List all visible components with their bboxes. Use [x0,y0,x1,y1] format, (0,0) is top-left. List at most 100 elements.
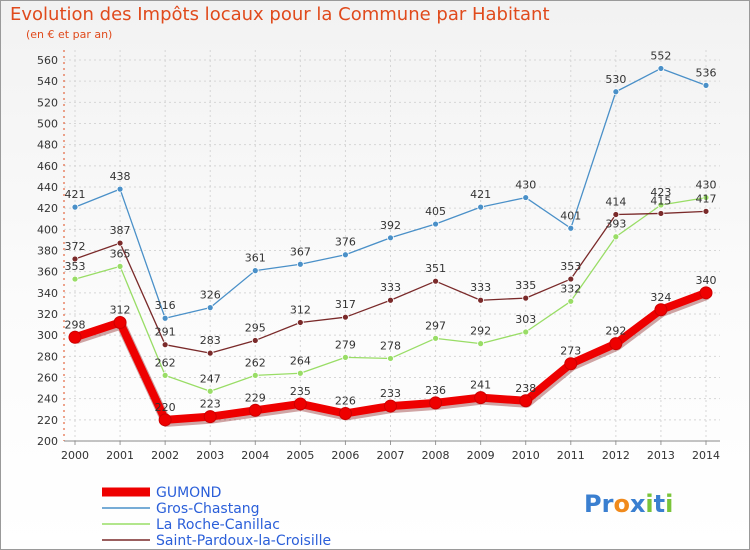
x-tick-label: 2000 [61,449,89,462]
data-point [116,239,124,247]
data-point [387,296,394,304]
data-point [567,224,575,232]
data-point [338,406,352,420]
x-tick-label: 2004 [241,449,269,462]
data-label: 367 [290,245,311,258]
y-tick-label: 380 [37,245,58,258]
data-point [71,275,79,283]
x-tick-label: 2005 [286,449,314,462]
data-point [293,397,307,411]
data-label: 291 [155,326,176,339]
data-point [477,340,485,348]
data-label: 417 [696,192,717,205]
data-point [161,314,169,322]
data-point [296,260,304,268]
data-point [612,211,620,218]
data-point [206,387,214,395]
logo-letter: o [613,490,630,518]
data-point [251,337,259,344]
data-point [296,369,304,377]
data-label: 430 [696,179,717,192]
data-label: 312 [110,303,131,316]
data-point [203,410,217,424]
x-tick-label: 2010 [512,449,540,462]
proxiti-logo: Proxiti [584,490,673,518]
y-tick-label: 400 [37,223,58,236]
data-point [342,251,349,259]
y-tick-label: 260 [37,372,58,385]
data-label: 361 [245,252,266,265]
data-point [612,88,620,96]
data-label: 303 [515,313,536,326]
data-point [342,353,349,361]
grid [64,50,720,442]
legend-item: GUMOND [102,485,221,501]
data-label: 324 [650,291,671,304]
data-label: 405 [425,205,446,218]
data-label: 295 [245,321,266,334]
data-point [522,194,530,201]
series-saint-pardoux-la-croisille [71,207,710,357]
data-label: 262 [245,356,266,369]
y-tick-label: 520 [37,96,58,109]
data-point [609,337,623,351]
logo-letter: r [601,490,614,518]
data-point [522,294,530,302]
y-tick-label: 460 [37,160,58,173]
axes: 200 220 240 260 280 300 320 340 360 380 400 420 440 4… [37,50,720,462]
y-tick-label: 560 [37,54,58,67]
y-tick-label: 360 [37,266,58,279]
x-tick-label: 2014 [692,449,720,462]
data-point [477,296,485,304]
data-label: 236 [425,384,446,397]
data-label: 332 [560,282,581,295]
series-gumond [68,286,713,427]
data-point [161,341,169,349]
data-label: 278 [380,339,401,352]
y-tick-label: 480 [37,139,58,152]
x-tick-label: 2001 [106,449,134,462]
data-label: 536 [696,66,717,79]
legend-item: Saint-Pardoux-la-Croisille [102,533,331,549]
logo-letter: i [645,490,654,518]
data-label: 326 [200,289,221,302]
data-point [387,234,394,242]
data-point [567,297,575,305]
data-label: 264 [290,354,311,367]
x-tick-label: 2007 [377,449,405,462]
data-label: 283 [200,334,221,347]
data-label: 387 [110,224,131,237]
y-tick-label: 240 [37,393,58,406]
data-point [158,413,172,427]
data-point [702,207,710,215]
data-label: 279 [335,338,356,351]
x-tick-label: 2008 [422,449,450,462]
data-point [71,203,79,211]
data-point [248,403,262,417]
data-point [522,328,530,336]
data-point [296,319,304,326]
data-label: 333 [470,281,491,294]
data-label: 372 [65,240,86,253]
y-tick-label: 320 [37,308,58,321]
data-point [251,371,259,379]
data-label: 223 [200,398,221,411]
y-tick-label: 420 [37,202,58,215]
data-labels: 298 312 220 223 229 235 226 233 236 241 238 273 292 3… [65,49,717,413]
data-label: 421 [470,188,491,201]
data-label: 241 [470,379,491,392]
data-label: 430 [515,179,536,192]
data-label: 423 [650,186,671,199]
data-label: 233 [380,387,401,400]
data-label: 392 [380,219,401,232]
data-point [71,255,79,263]
x-tick-label: 2013 [647,449,675,462]
data-label: 298 [65,318,86,331]
y-tick-label: 340 [37,287,58,300]
data-label: 340 [696,274,717,287]
data-point [384,399,397,413]
x-tick-label: 2009 [467,449,495,462]
legend-label: Gros-Chastang [156,501,260,517]
data-label: 393 [605,218,626,231]
